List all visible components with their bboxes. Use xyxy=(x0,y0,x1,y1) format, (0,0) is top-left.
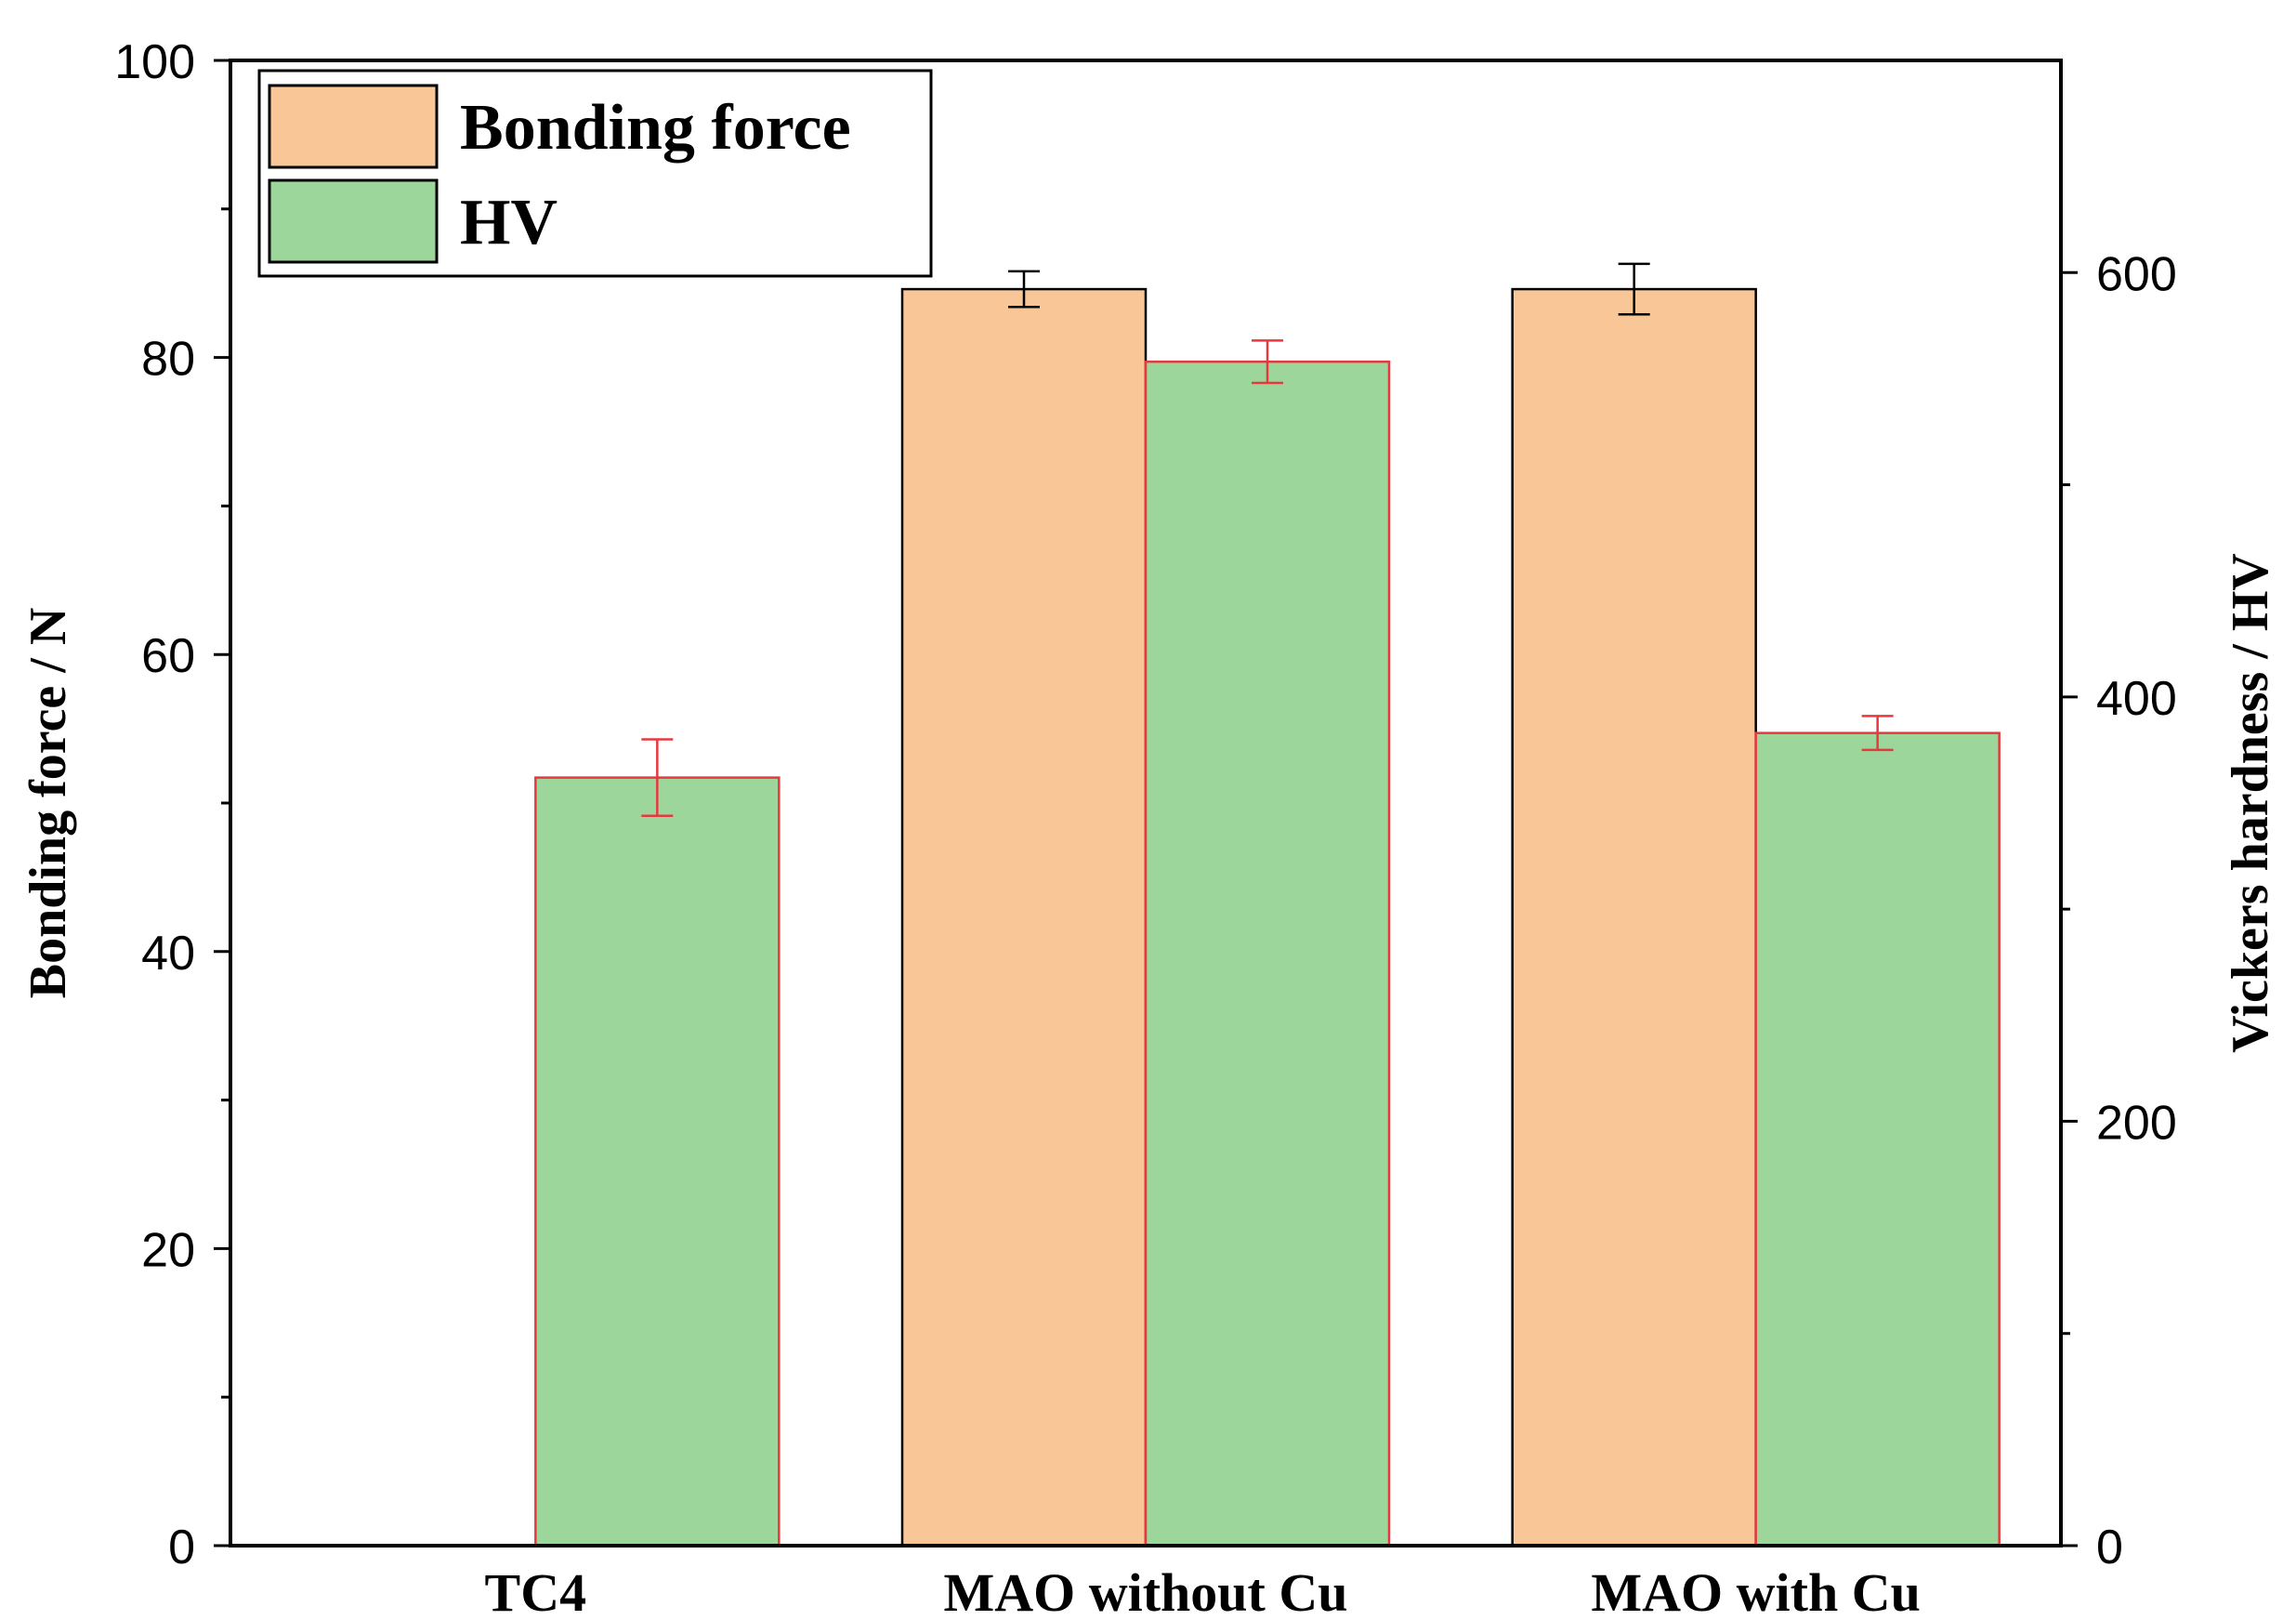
legend: Bonding force HV xyxy=(257,69,933,278)
left-y-tick-label: 100 xyxy=(114,35,195,89)
bar-bonding-force-mao-without-cu xyxy=(900,287,1148,1548)
legend-label-hv: HV xyxy=(460,187,558,258)
left-y-tick-label: 80 xyxy=(141,333,195,387)
x-category-label-tc4: TC4 xyxy=(485,1562,587,1620)
legend-swatch-hv xyxy=(268,178,439,264)
left-y-axis: 0 20 40 60 80 100 xyxy=(114,35,230,1574)
right-y-axis: 0 200 400 600 xyxy=(2061,247,2177,1574)
left-y-tick-label: 40 xyxy=(141,927,195,981)
left-y-tick-label: 0 xyxy=(168,1521,195,1574)
error-bar-hv-tc4 xyxy=(641,738,674,817)
bars-layer xyxy=(534,287,2001,1548)
right-y-tick-label: 0 xyxy=(2096,1521,2123,1574)
right-y-axis-title: Vickers hardness / HV xyxy=(2222,553,2279,1053)
left-y-tick-label: 20 xyxy=(141,1223,195,1277)
right-y-tick-label: 200 xyxy=(2096,1096,2177,1150)
legend-label-bonding-force: Bonding force xyxy=(460,92,851,164)
bar-hv-tc4 xyxy=(534,776,781,1548)
bar-bonding-force-mao-with-cu xyxy=(1511,287,1757,1548)
error-bars-layer xyxy=(641,262,1894,817)
error-bar-bonding-force-mao-without-cu xyxy=(1008,270,1040,309)
x-category-label-mao-with-cu: MAO with Cu xyxy=(1591,1562,1920,1620)
right-y-tick-label: 600 xyxy=(2096,247,2177,301)
right-y-tick-label: 400 xyxy=(2096,672,2177,726)
error-bar-hv-mao-with-cu xyxy=(1861,715,1894,752)
legend-swatch-bonding-force xyxy=(268,84,439,169)
x-category-label-mao-without-cu: MAO without Cu xyxy=(943,1562,1347,1620)
error-bar-hv-mao-without-cu xyxy=(1252,339,1283,385)
left-y-axis-title: Bonding force / N xyxy=(20,608,77,999)
left-y-tick-label: 60 xyxy=(141,629,195,683)
error-bar-bonding-force-mao-with-cu xyxy=(1618,262,1650,316)
bar-hv-mao-without-cu xyxy=(1144,360,1391,1548)
x-axis: TC4 MAO without Cu MAO with Cu xyxy=(485,1562,1921,1620)
bar-hv-mao-with-cu xyxy=(1754,731,2001,1548)
